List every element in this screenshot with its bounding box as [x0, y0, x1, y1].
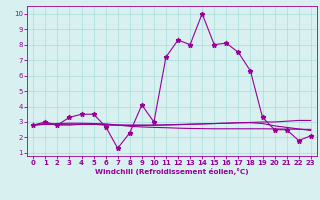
X-axis label: Windchill (Refroidissement éolien,°C): Windchill (Refroidissement éolien,°C): [95, 168, 249, 175]
